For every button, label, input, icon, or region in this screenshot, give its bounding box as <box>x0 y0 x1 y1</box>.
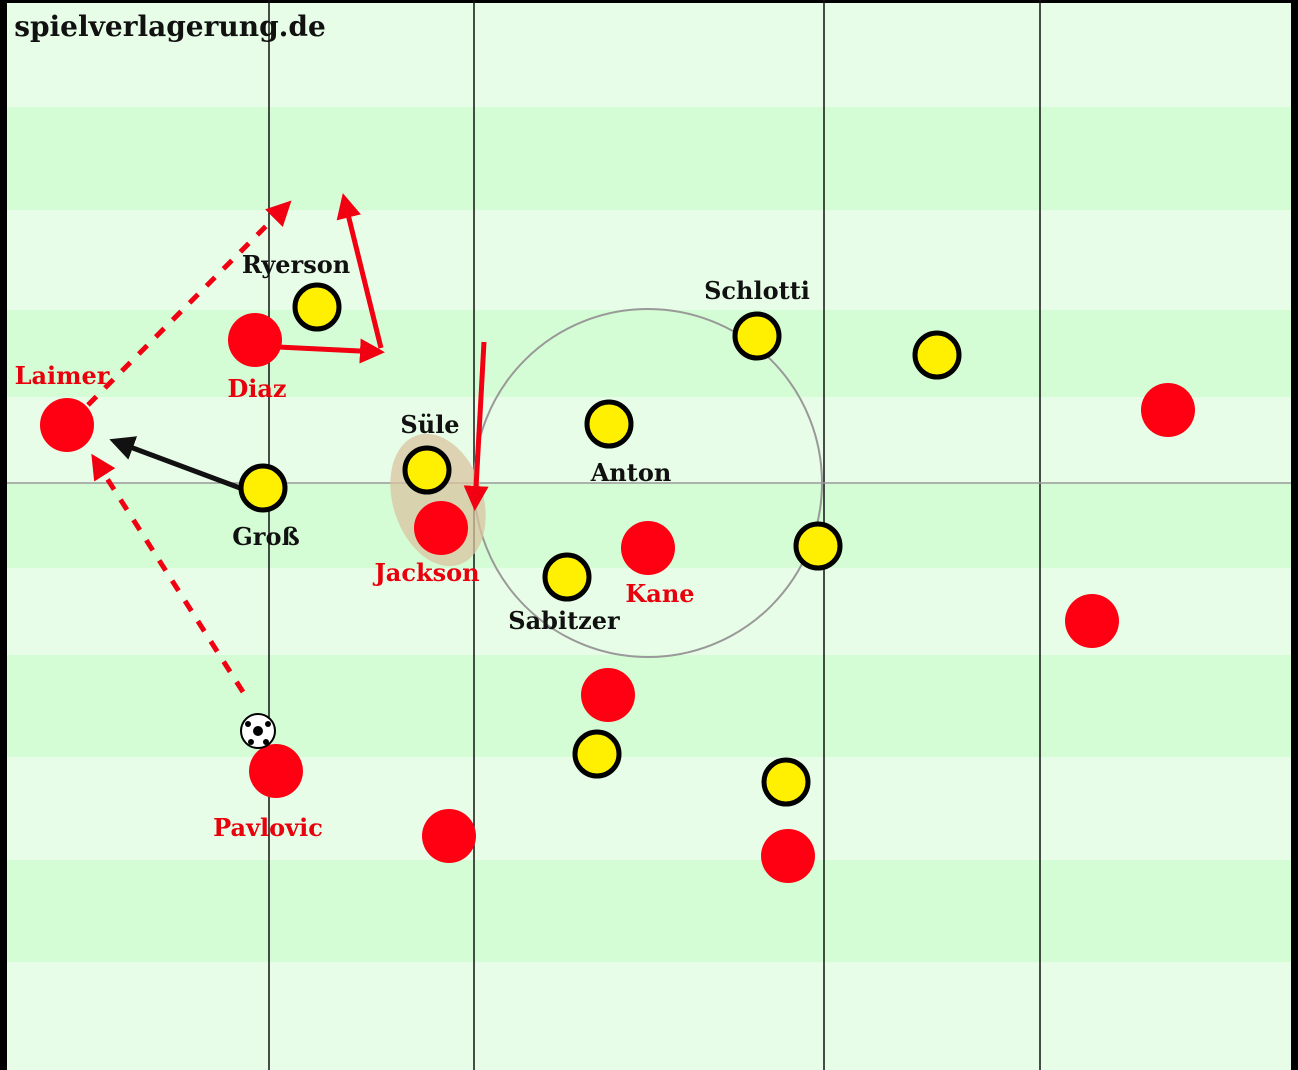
watermark: spielverlagerung.de <box>14 10 326 43</box>
arrows <box>86 193 489 694</box>
ball <box>240 713 276 749</box>
player-label: Anton <box>590 458 672 487</box>
player-label: Laimer <box>15 361 110 390</box>
player-label: Groß <box>232 522 299 551</box>
player-label: Süle <box>400 410 459 439</box>
players <box>40 282 1195 883</box>
player-label: Jackson <box>372 558 479 587</box>
player-label: Pavlovic <box>213 813 323 842</box>
player-label: Sabitzer <box>508 606 620 635</box>
player-label: Ryerson <box>242 250 350 279</box>
player-label: Kane <box>625 579 694 608</box>
player-label: Schlotti <box>704 276 810 305</box>
player-label: Diaz <box>227 374 286 403</box>
